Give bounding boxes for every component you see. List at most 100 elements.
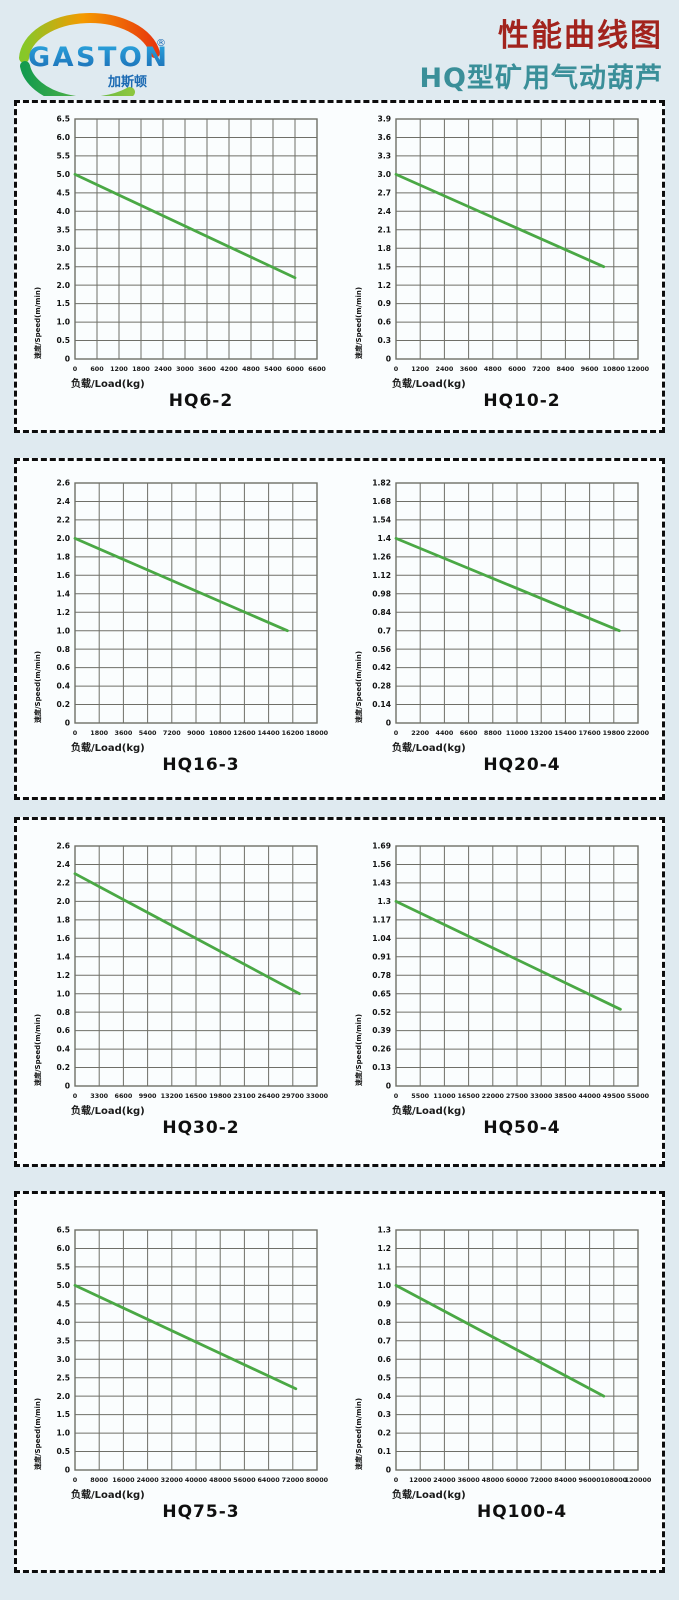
y-tick-label: 5.0 (57, 1281, 70, 1290)
performance-curve-line (73, 172, 297, 280)
y-tick-label: 0.1 (378, 1447, 391, 1456)
performance-curve-line (394, 899, 622, 1011)
x-tick-label: 6600 (115, 1092, 133, 1100)
y-tick-label: 1.54 (372, 516, 391, 525)
y-tick-label: 0 (386, 719, 391, 728)
y-tick-label: 3.5 (57, 1336, 70, 1345)
x-axis-label: 负载/Load(kg) (71, 1106, 145, 1117)
x-tick-label: 4400 (436, 729, 454, 737)
y-tick-label: 1.5 (378, 262, 391, 271)
y-tick-label: 6.0 (57, 1244, 70, 1253)
x-tick-label: 29700 (282, 1092, 305, 1100)
chart-title: HQ10-2 (483, 391, 561, 411)
y-tick-label: 3.9 (378, 115, 391, 124)
x-tick-label: 8000 (90, 1476, 108, 1484)
y-tick-label: 2.2 (57, 879, 70, 888)
x-tick-label: 120000 (625, 1476, 652, 1484)
y-tick-label: 6.5 (57, 1226, 70, 1235)
y-tick-label: 1.8 (378, 244, 391, 253)
x-tick-label: 16500 (457, 1092, 480, 1100)
y-tick-label: 0.56 (372, 645, 391, 654)
y-tick-label: 0.14 (372, 700, 391, 709)
x-tick-label: 33000 (306, 1092, 329, 1100)
x-tick-label: 5400 (139, 729, 157, 737)
x-tick-label: 33000 (530, 1092, 553, 1100)
y-tick-label: 1.56 (372, 860, 391, 869)
performance-chart: 0 2200 4400 6600 8800 11000 13200 15400 17600 198… (350, 477, 654, 797)
x-tick-label: 13200 (530, 729, 553, 737)
y-tick-label: 0 (65, 355, 70, 364)
y-tick-label: 1.4 (378, 534, 391, 543)
x-tick-label: 13200 (161, 1092, 184, 1100)
y-tick-label: 3.0 (57, 244, 70, 253)
chart-plot-svg: 0 12000 24000 36000 48000 60000 72000 84000 9600… (354, 1226, 652, 1484)
x-tick-label: 72000 (530, 1476, 553, 1484)
y-tick-label: 1.0 (57, 626, 70, 635)
x-tick-label: 2400 (436, 365, 454, 373)
x-tick-label: 80000 (306, 1476, 329, 1484)
x-tick-label: 8800 (484, 729, 502, 737)
x-tick-label: 6000 (508, 365, 526, 373)
chart-plot: 0 1800 3600 5400 7200 9000 10800 12600 14400 1620… (29, 477, 333, 739)
y-tick-label: 3.5 (57, 225, 70, 234)
x-tick-label: 4800 (484, 365, 502, 373)
y-tick-label: 1.1 (378, 1263, 391, 1272)
page-title: 性能曲线图 (498, 18, 663, 54)
y-tick-label: 0.91 (372, 952, 391, 961)
y-tick-label: 1.82 (372, 479, 391, 488)
x-tick-label: 22000 (627, 729, 650, 737)
chart-plot: 0 12000 24000 36000 48000 60000 72000 84000 9600… (350, 1224, 654, 1486)
y-tick-label: 0.6 (57, 1026, 70, 1035)
performance-curve-line (73, 1283, 298, 1391)
x-tick-label: 16500 (185, 1092, 208, 1100)
y-tick-label: 0.5 (378, 1373, 391, 1382)
y-tick-label: 0 (386, 1082, 391, 1091)
y-tick-label: 1.26 (372, 552, 391, 561)
chart-plot-svg: 0 3300 6600 9900 13200 16500 19800 23100 26400 29… (33, 842, 329, 1100)
x-tick-label: 24000 (433, 1476, 456, 1484)
y-tick-label: 0 (386, 355, 391, 364)
y-tick-label: 1.17 (372, 915, 391, 924)
performance-chart: 0 3300 6600 9900 13200 16500 19800 23100 26400 29… (29, 840, 333, 1164)
y-tick-label: 0.98 (372, 589, 391, 598)
x-tick-label: 16200 (282, 729, 305, 737)
chart-plot: 0 8000 16000 24000 32000 40000 48000 56000 64000… (29, 1224, 333, 1486)
y-axis-label: 速度/Speed(m/min) (33, 287, 42, 359)
x-axis-label: 负载/Load(kg) (392, 1490, 466, 1501)
chart-plot: 0 600 1200 1800 2400 3000 3600 4200 4800 5400 6000… (29, 113, 333, 375)
performance-curve-line (73, 872, 301, 996)
y-tick-label: 0.2 (57, 700, 70, 709)
y-axis-label: 速度/Speed(m/min) (33, 1014, 42, 1086)
y-tick-label: 3.6 (378, 133, 391, 142)
y-tick-label: 5.5 (57, 1263, 70, 1272)
x-axis-label: 负载/Load(kg) (71, 379, 145, 390)
y-tick-label: 1.12 (372, 571, 391, 580)
y-tick-label: 0.6 (378, 318, 391, 327)
y-tick-label: 1.5 (57, 1410, 70, 1419)
y-tick-label: 0.6 (378, 1355, 391, 1364)
y-tick-label: 2.7 (378, 188, 391, 197)
page-subtitle: HQ型矿用气动葫芦 (419, 63, 663, 94)
x-tick-label: 23100 (233, 1092, 256, 1100)
x-tick-label: 4800 (242, 365, 260, 373)
y-axis-label: 速度/Speed(m/min) (354, 1014, 363, 1086)
x-tick-label: 0 (394, 1092, 399, 1100)
x-tick-label: 8400 (557, 365, 575, 373)
y-tick-label: 2.0 (57, 281, 70, 290)
x-axis-label: 负载/Load(kg) (71, 743, 145, 754)
x-tick-label: 1200 (110, 365, 128, 373)
y-axis-label: 速度/Speed(m/min) (33, 1398, 42, 1470)
y-axis-label: 速度/Speed(m/min) (354, 651, 363, 723)
chart-panel: 0 8000 16000 24000 32000 40000 48000 56000 64000… (14, 1191, 665, 1573)
y-axis-label: 速度/Speed(m/min) (33, 651, 42, 723)
chart-plot: 0 2200 4400 6600 8800 11000 13200 15400 17600 198… (350, 477, 654, 739)
y-tick-label: 1.2 (378, 1244, 391, 1253)
logo-registered-mark: ® (156, 38, 166, 49)
y-tick-label: 4.0 (57, 207, 70, 216)
y-tick-label: 0.4 (57, 1045, 70, 1054)
x-tick-label: 36000 (457, 1476, 480, 1484)
x-tick-label: 1800 (90, 729, 108, 737)
y-tick-label: 0.65 (372, 989, 391, 998)
x-tick-label: 72000 (282, 1476, 305, 1484)
performance-curve-line (394, 1283, 606, 1398)
